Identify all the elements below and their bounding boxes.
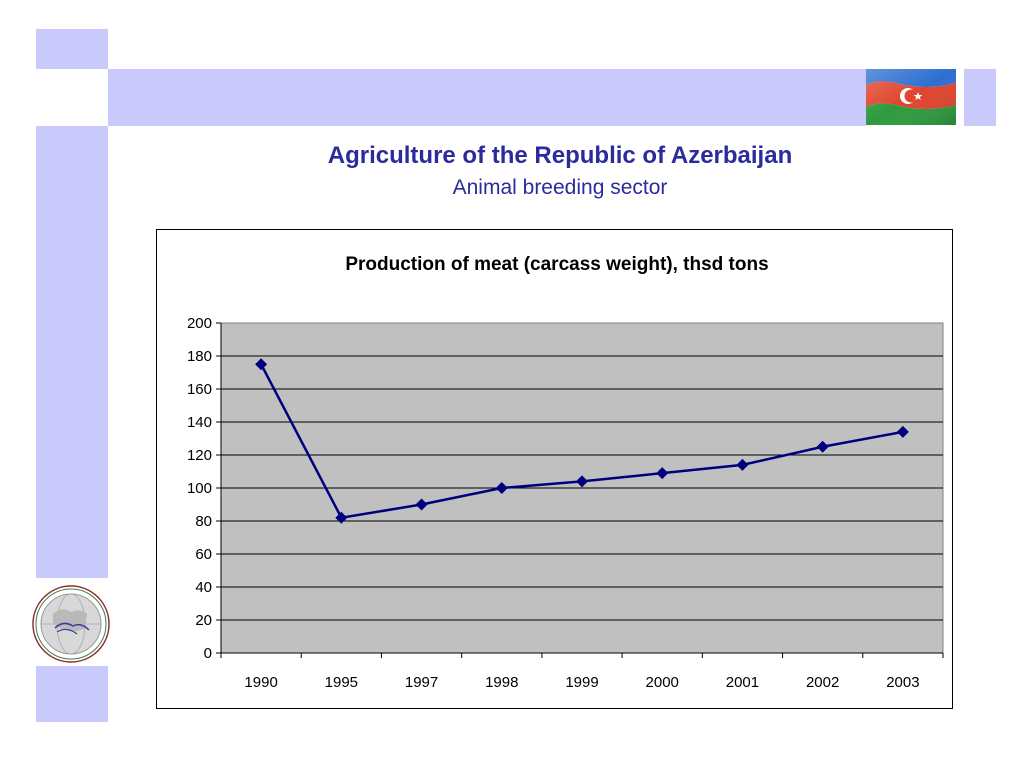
y-tick-label: 0 xyxy=(204,645,212,662)
azerbaijan-flag xyxy=(866,69,956,125)
y-tick-label: 140 xyxy=(187,414,212,431)
x-tick-labels: 1990 1995 1997 1998 1999 2000 2001 2002 2003 xyxy=(244,674,919,691)
chart-container: Production of meat (carcass weight), ths… xyxy=(156,229,953,709)
y-tick-label: 200 xyxy=(187,315,212,332)
page-title: Agriculture of the Republic of Azerbaija… xyxy=(327,142,793,169)
decor-left-column-bottom xyxy=(36,666,108,722)
x-tick-label: 2002 xyxy=(806,674,839,691)
x-tick-label: 1990 xyxy=(244,674,277,691)
y-tick-label: 180 xyxy=(187,348,212,365)
y-tick-label: 120 xyxy=(187,447,212,464)
x-tick-label: 2001 xyxy=(726,674,759,691)
x-tick-label: 1999 xyxy=(565,674,598,691)
axes xyxy=(216,322,944,658)
data-point-1997 xyxy=(415,498,428,511)
data-point-2001 xyxy=(736,458,749,471)
x-tick-label: 1995 xyxy=(325,674,358,691)
x-tick-label: 2000 xyxy=(646,674,679,691)
chart-title: Production of meat (carcass weight), ths… xyxy=(345,254,768,275)
decor-header-band xyxy=(108,69,866,126)
data-point-2002 xyxy=(816,440,829,453)
data-point-2000 xyxy=(656,467,669,480)
data-point-1999 xyxy=(576,475,588,488)
page-subtitle: Animal breeding sector xyxy=(452,176,668,199)
y-tick-label: 20 xyxy=(195,612,212,629)
data-point-2003 xyxy=(896,425,909,438)
data-point-1998 xyxy=(495,482,508,494)
y-tick-label: 160 xyxy=(187,381,212,398)
x-tick-label: 1998 xyxy=(485,674,518,691)
y-tick-label: 40 xyxy=(195,579,212,596)
globe-emblem-logo xyxy=(31,584,111,664)
x-tick-label: 2003 xyxy=(886,674,919,691)
line-chart: Production of meat (carcass weight), ths… xyxy=(187,254,944,691)
decor-left-column xyxy=(36,126,108,578)
series-meat-production xyxy=(255,358,909,524)
decor-square-top-left xyxy=(36,29,108,69)
y-tick-label: 60 xyxy=(195,546,212,563)
y-tick-label: 100 xyxy=(187,480,212,497)
x-tick-label: 1997 xyxy=(405,674,438,691)
y-tick-label: 80 xyxy=(195,513,212,530)
data-point-1995 xyxy=(335,511,348,524)
decor-header-band-right xyxy=(964,69,996,126)
gridlines xyxy=(221,355,943,621)
data-point-1990 xyxy=(255,358,268,371)
y-tick-labels: 0 20 40 60 80 100 120 140 160 180 200 xyxy=(187,315,212,662)
